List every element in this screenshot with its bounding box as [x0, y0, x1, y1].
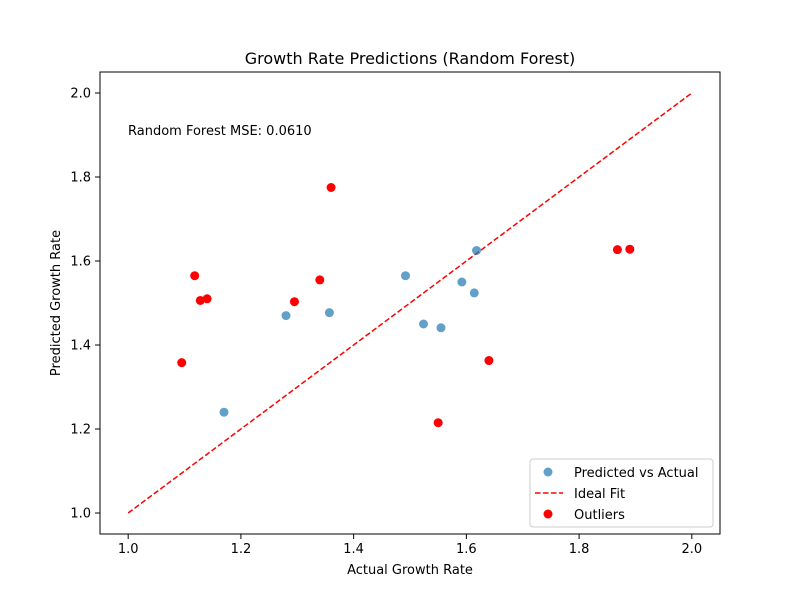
outlier-point — [326, 183, 336, 192]
outlier-point — [289, 297, 299, 307]
legend-marker-outliers — [543, 509, 553, 519]
predicted-point — [472, 246, 482, 255]
predicted-point — [419, 319, 429, 329]
x-axis-label: Actual Growth Rate — [347, 563, 473, 578]
x-tick-label: 1.4 — [343, 542, 364, 557]
legend-label-ideal-fit: Ideal Fit — [574, 487, 625, 502]
predicted-point — [219, 407, 229, 417]
outlier-point — [612, 245, 622, 255]
x-tick-label: 1.6 — [456, 542, 477, 557]
plot-frame — [99, 71, 721, 535]
x-axis: 1.0 1.2 1.4 1.6 1.8 2.0 — [118, 534, 702, 557]
predicted-point — [324, 308, 334, 318]
x-tick-label: 2.0 — [681, 542, 702, 557]
outlier-point — [190, 271, 200, 281]
legend-label-outliers: Outliers — [574, 508, 625, 523]
y-tick-label: 1.4 — [70, 339, 91, 354]
x-tick-label: 1.2 — [231, 542, 252, 557]
legend-label-predicted: Predicted vs Actual — [574, 466, 698, 481]
predicted-point — [436, 323, 446, 333]
outlier-point — [202, 294, 212, 304]
y-tick-label: 1.0 — [70, 507, 91, 522]
predicted-point — [281, 311, 291, 321]
mse-annotation: Random Forest MSE: 0.0610 — [128, 124, 312, 139]
outlier-point — [433, 418, 443, 428]
y-tick-label: 2.0 — [70, 87, 91, 102]
outlier-point — [484, 356, 494, 366]
y-tick-label: 1.6 — [70, 255, 91, 270]
y-tick-label: 1.2 — [70, 423, 91, 438]
predicted-point — [457, 277, 467, 287]
outlier-point — [315, 275, 325, 285]
y-axis: 1.0 1.2 1.4 1.6 1.8 2.0 — [70, 87, 100, 522]
ideal-fit-line — [127, 92, 693, 514]
legend: Predicted vs Actual Ideal Fit Outliers — [529, 458, 714, 528]
chart-title: Growth Rate Predictions (Random Forest) — [245, 49, 576, 68]
outlier-point — [625, 244, 635, 254]
predicted-point — [400, 271, 410, 281]
outlier-point — [195, 295, 205, 305]
x-tick-label: 1.0 — [118, 542, 139, 557]
legend-frame — [529, 458, 714, 528]
plot-area — [99, 71, 721, 535]
y-tick-label: 1.8 — [70, 171, 91, 186]
predicted-point — [469, 288, 479, 298]
legend-marker-predicted — [543, 467, 553, 477]
x-tick-label: 1.8 — [569, 542, 590, 557]
outlier-point — [177, 358, 187, 368]
y-axis-label: Predicted Growth Rate — [49, 230, 64, 376]
